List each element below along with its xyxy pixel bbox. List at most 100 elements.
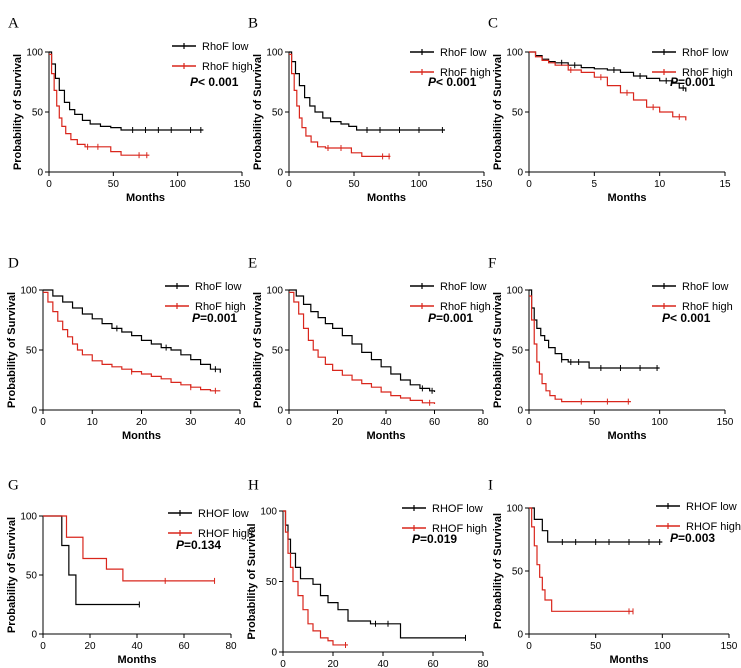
x-axis-label: Months	[607, 192, 646, 204]
y-tick-label: 100	[266, 48, 283, 59]
survival-curve-high	[529, 51, 687, 121]
panel-b: B 0 50 100 0 50 100 150 Months Probability of Sur…	[248, 16, 493, 204]
y-tick-label: 100	[26, 48, 43, 59]
x-tick-label: 100	[654, 641, 671, 652]
survival-curve-low	[289, 289, 436, 392]
legend-label-low: RhoF low	[440, 281, 487, 293]
y-tick-label: 100	[506, 504, 523, 515]
survival-curve-low	[43, 289, 221, 373]
panel-label: C	[488, 16, 498, 32]
legend-label-high: RhoF high	[202, 61, 253, 73]
p-value-label: P< 0.001	[662, 311, 711, 325]
legend-label-low: RhoF low	[202, 41, 249, 53]
x-tick-label: 15	[719, 179, 731, 190]
legend-label-low: RhoF low	[682, 281, 729, 293]
x-tick-label: 150	[721, 641, 738, 652]
survival-curve-high	[283, 510, 348, 646]
panel-a: A 0 50 100 0 50 100 150 Months Probability of Sur…	[8, 16, 253, 204]
x-tick-label: 150	[476, 179, 493, 190]
y-tick-label: 100	[506, 286, 523, 297]
x-tick-label: 150	[234, 179, 251, 190]
x-tick-label: 10	[654, 179, 666, 190]
x-tick-label: 40	[131, 641, 143, 652]
p-value-label: P< 0.001	[190, 75, 239, 89]
survival-curve-low	[529, 507, 663, 543]
x-tick-label: 20	[136, 417, 148, 428]
y-axis-label: Probability of Survival	[492, 292, 504, 408]
x-tick-label: 10	[87, 417, 99, 428]
survival-curve-high	[49, 53, 150, 156]
y-axis-label: Probability of Survival	[492, 513, 504, 629]
x-tick-label: 40	[234, 417, 246, 428]
panel-label: F	[488, 256, 496, 272]
y-tick-label: 0	[517, 406, 523, 417]
panel-e: E 0 50 100 0 20 40 60 80 Months Probability of Sur…	[248, 256, 491, 442]
y-tick-label: 50	[26, 346, 38, 357]
y-tick-label: 0	[31, 406, 37, 417]
x-tick-label: 80	[477, 417, 489, 428]
legend-label-high: RhoF high	[195, 301, 246, 313]
panel-d: D 0 50 100 0 10 20 30 40 Months Probability of Sur…	[6, 256, 246, 442]
y-axis-label: Probability of Survival	[12, 54, 24, 170]
y-axis-label: Probability of Survival	[6, 517, 18, 633]
y-axis-label: Probability of Survival	[252, 54, 264, 170]
x-tick-label: 40	[377, 659, 389, 668]
legend-label-low: RHOF low	[198, 508, 249, 520]
panel-label: D	[8, 256, 19, 272]
survival-curve-high	[529, 507, 633, 612]
x-tick-label: 60	[427, 659, 439, 668]
y-tick-label: 0	[277, 406, 283, 417]
legend-label-high: RhoF high	[682, 67, 733, 79]
panel-label: A	[8, 16, 19, 32]
x-tick-label: 0	[526, 417, 532, 428]
x-tick-label: 20	[327, 659, 339, 668]
legend-label-high: RHOF high	[198, 528, 253, 540]
panel-g: G 0 50 100 0 20 40 60 80 Months Probability of Sur…	[6, 478, 253, 666]
panel-i: I 0 50 100 0 50 100 150 Months Probability of Sur…	[488, 478, 741, 666]
x-axis-label: Months	[366, 430, 405, 442]
y-tick-label: 50	[26, 571, 38, 582]
survival-curve-low	[529, 51, 687, 92]
x-tick-label: 20	[332, 417, 344, 428]
survival-curve-high	[43, 291, 221, 392]
p-value-label: P=0.003	[670, 531, 715, 545]
legend-label-low: RhoF low	[682, 47, 729, 59]
x-tick-label: 50	[589, 417, 601, 428]
y-tick-label: 50	[512, 567, 524, 578]
survival-curve-high	[289, 291, 436, 404]
survival-curve-low	[289, 51, 445, 131]
legend-label-low: RhoF low	[195, 281, 242, 293]
y-tick-label: 100	[506, 48, 523, 59]
x-tick-label: 40	[380, 417, 392, 428]
p-value-label: P=0.001	[428, 311, 473, 325]
x-axis-label: Months	[609, 654, 648, 666]
p-value-label: P=0.001	[192, 311, 237, 325]
x-tick-label: 80	[477, 659, 489, 668]
legend-label-high: RhoF high	[440, 67, 491, 79]
x-tick-label: 0	[286, 417, 292, 428]
y-tick-label: 0	[277, 168, 283, 179]
panel-label: I	[488, 478, 493, 494]
survival-curve-low	[283, 510, 466, 639]
x-tick-label: 0	[280, 659, 286, 668]
x-tick-label: 150	[717, 417, 734, 428]
x-axis-label: Months	[126, 192, 165, 204]
survival-curve-low	[43, 515, 140, 606]
panel-label: H	[248, 478, 259, 494]
survival-curve-low	[49, 51, 204, 131]
y-axis-label: Probability of Survival	[252, 292, 264, 408]
y-tick-label: 100	[260, 507, 277, 518]
panel-label: G	[8, 478, 19, 494]
legend-label-low: RhoF low	[440, 47, 487, 59]
x-tick-label: 100	[169, 179, 186, 190]
x-tick-label: 50	[590, 641, 602, 652]
legend-label-high: RHOF high	[686, 521, 741, 533]
panel-label: E	[248, 256, 257, 272]
y-tick-label: 0	[31, 630, 37, 641]
y-tick-label: 50	[512, 108, 524, 119]
y-tick-label: 100	[20, 286, 37, 297]
x-tick-label: 100	[651, 417, 668, 428]
x-tick-label: 0	[526, 179, 532, 190]
x-axis-label: Months	[122, 430, 161, 442]
